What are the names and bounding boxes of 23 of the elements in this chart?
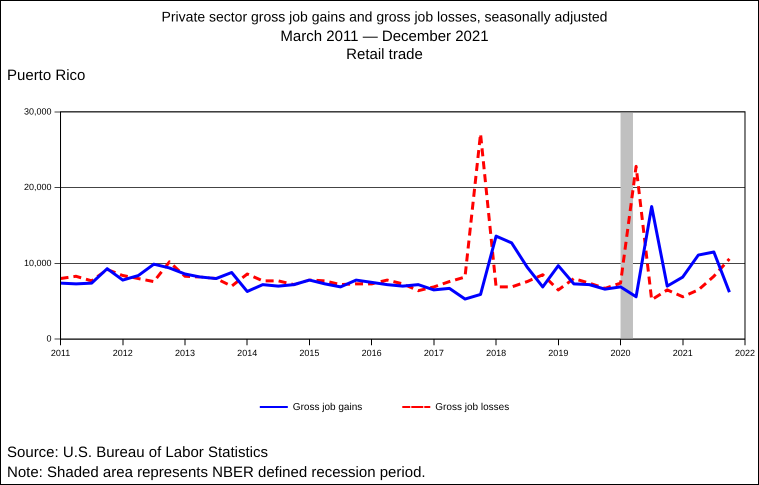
source-note: Source: U.S. Bureau of Labor Statistics xyxy=(7,444,268,461)
legend-label: Gross job losses xyxy=(435,402,510,413)
x-tick-label: 2019 xyxy=(548,348,568,358)
x-tick-label: 2022 xyxy=(734,348,756,358)
x-tick-label: 2021 xyxy=(672,348,693,358)
text: Note: Shaded area represents NBER defined recession period. xyxy=(7,464,426,481)
x-tick-label: 2011 xyxy=(50,348,70,358)
x-tick-label: 2020 xyxy=(610,348,631,358)
chart-subtitle: March 2011 — December 2021 Retail trade xyxy=(280,28,489,63)
x-tick-label: 2016 xyxy=(362,348,382,358)
y-tick-label: 30,000 xyxy=(24,106,52,116)
y-tick-label: 0 xyxy=(46,334,52,344)
legend-label: Gross job gains xyxy=(292,402,362,413)
text: Puerto Rico xyxy=(7,67,86,84)
y-tick-label: 10,000 xyxy=(24,258,52,268)
x-tick-label: 2015 xyxy=(299,348,320,358)
x-tick-label: 2017 xyxy=(424,348,444,358)
chart-title: Private sector gross job gains and gross job losses, seasonally adjusted xyxy=(162,8,608,24)
x-tick-label: 2014 xyxy=(237,348,258,358)
x-tick-label: 2018 xyxy=(486,348,506,358)
y-tick-label: 20,000 xyxy=(24,182,52,192)
x-tick-label: 2013 xyxy=(174,348,195,358)
x-tick-label: 2012 xyxy=(112,348,133,358)
